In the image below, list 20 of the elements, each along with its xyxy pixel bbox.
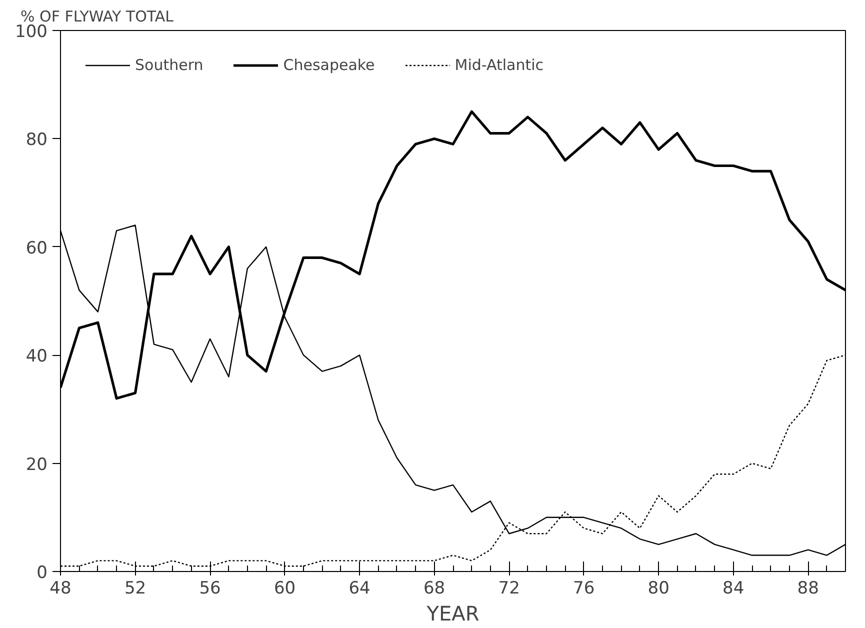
y-tick-label: 40: [26, 346, 48, 367]
x-tick-label: 76: [573, 578, 595, 598]
x-tick-label: 84: [722, 578, 744, 598]
x-tick-label: 52: [124, 578, 146, 598]
x-tick-label: 56: [199, 578, 221, 598]
x-axis-title: YEAR: [426, 602, 480, 626]
x-tick-label: 80: [648, 578, 670, 598]
y-tick-label: 80: [26, 130, 48, 150]
y-tick-label: 0: [36, 563, 48, 583]
legend-label: Mid-Atlantic: [454, 56, 544, 74]
y-tick-label: 20: [26, 454, 48, 475]
x-tick-label: 48: [50, 578, 72, 598]
x-tick-label: 60: [274, 578, 296, 598]
x-tick-label: 88: [797, 578, 819, 598]
x-tick-label: 68: [423, 578, 446, 598]
y-tick-label: 60: [26, 238, 48, 258]
legend-label: Southern: [135, 56, 204, 74]
legend-label: Chesapeake: [283, 56, 375, 74]
x-tick-label: 64: [348, 578, 370, 598]
x-tick-label: 72: [498, 578, 520, 598]
